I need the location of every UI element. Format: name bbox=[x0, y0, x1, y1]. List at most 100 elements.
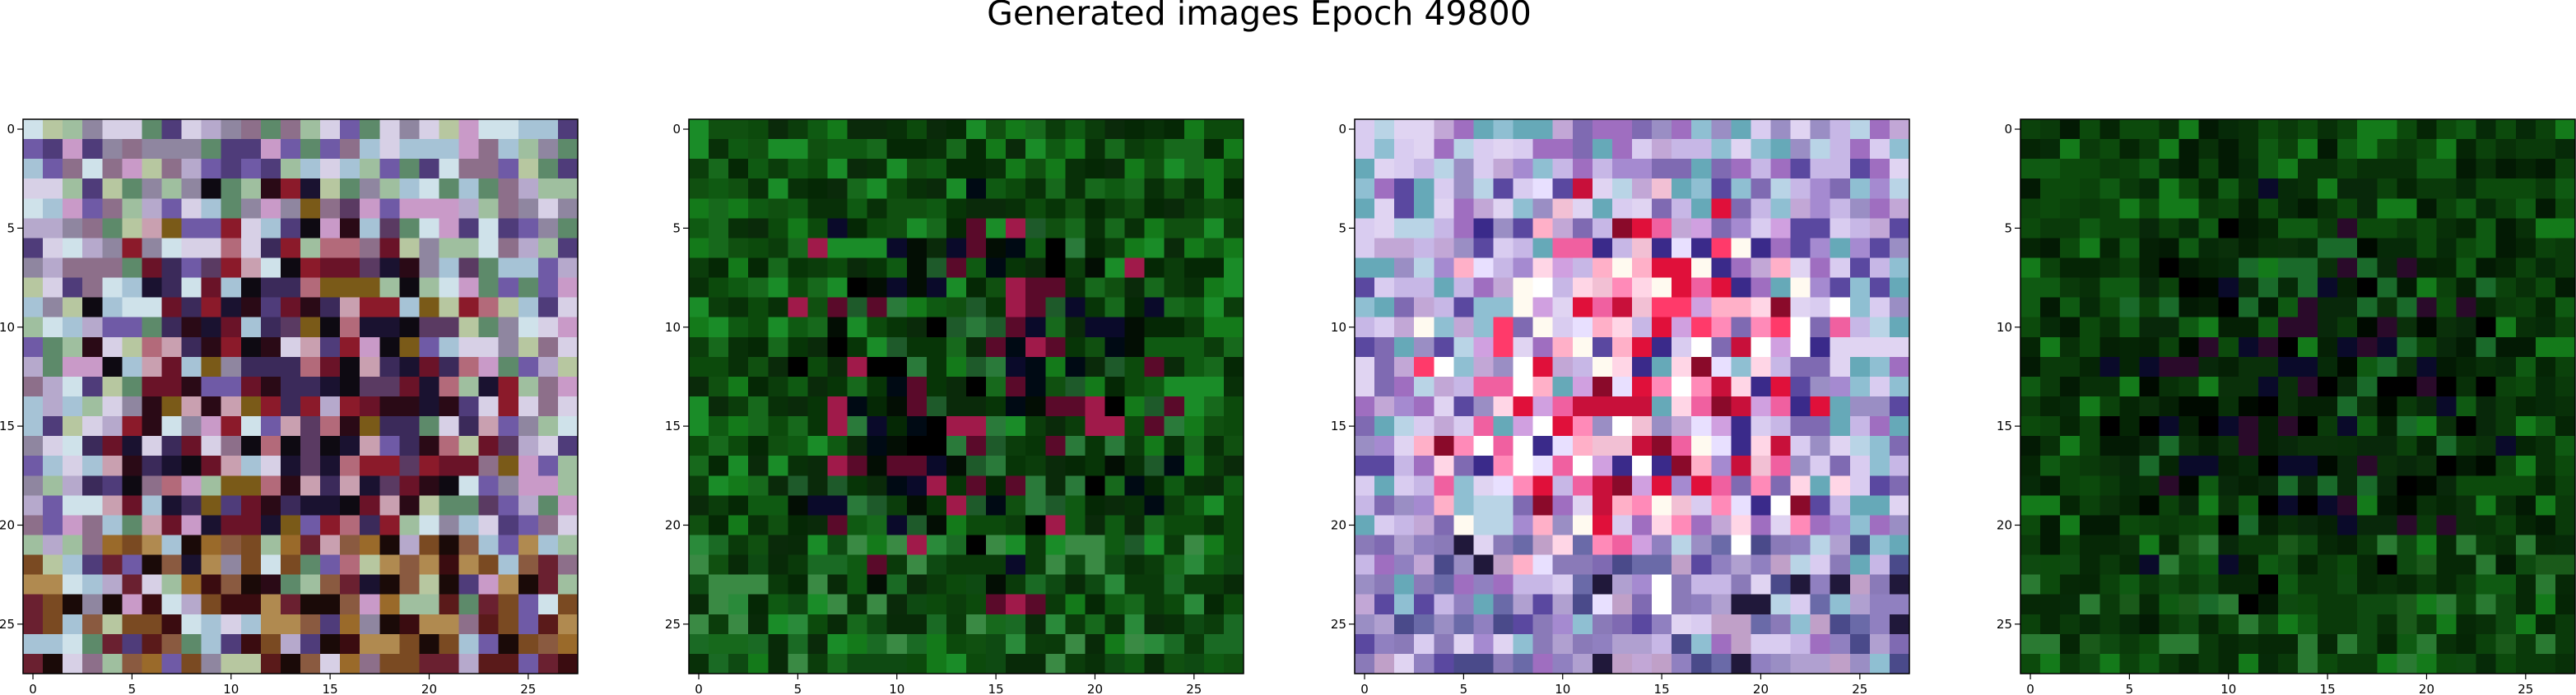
pixel bbox=[122, 614, 143, 635]
pixel bbox=[1751, 574, 1772, 595]
pixel bbox=[1434, 139, 1454, 160]
pixel bbox=[1711, 277, 1732, 299]
pixel bbox=[2159, 238, 2180, 259]
y-tick-label: 25 bbox=[1997, 617, 2012, 632]
pixel bbox=[2515, 317, 2536, 338]
pixel bbox=[240, 317, 262, 338]
pixel bbox=[1223, 475, 1244, 496]
pixel bbox=[2178, 336, 2200, 358]
pixel bbox=[43, 633, 63, 655]
pixel bbox=[557, 198, 579, 219]
pixel bbox=[102, 515, 123, 536]
pixel bbox=[2377, 356, 2397, 378]
pixel bbox=[2218, 653, 2239, 674]
pixel bbox=[689, 535, 709, 556]
pixel bbox=[2257, 614, 2279, 635]
pixel bbox=[1552, 495, 1574, 517]
pixel bbox=[2476, 356, 2497, 378]
pixel bbox=[788, 376, 809, 397]
pixel bbox=[399, 257, 421, 279]
pixel bbox=[2099, 436, 2120, 456]
pixel bbox=[260, 376, 281, 397]
pixel bbox=[1006, 535, 1026, 556]
pixel bbox=[1869, 436, 1890, 456]
pixel bbox=[399, 574, 421, 595]
pixel bbox=[867, 297, 888, 318]
pixel bbox=[926, 336, 947, 358]
pixel bbox=[2515, 495, 2536, 517]
pixel bbox=[1434, 119, 1454, 140]
pixel bbox=[1691, 139, 1712, 160]
pixel bbox=[419, 139, 440, 160]
pixel bbox=[2198, 495, 2220, 517]
pixel bbox=[360, 436, 380, 456]
pixel bbox=[478, 178, 500, 199]
pixel bbox=[986, 436, 1007, 456]
pixel bbox=[1830, 574, 1851, 595]
pixel bbox=[1065, 356, 1086, 378]
pixel bbox=[1869, 257, 1890, 279]
pixel bbox=[1513, 396, 1534, 417]
pixel bbox=[1144, 594, 1165, 615]
pixel bbox=[748, 535, 769, 556]
pixel bbox=[1790, 416, 1811, 437]
pixel bbox=[1493, 396, 1514, 417]
pixel bbox=[221, 594, 242, 615]
pixel bbox=[2218, 416, 2239, 437]
pixel bbox=[1394, 119, 1415, 140]
pixel bbox=[2139, 535, 2160, 556]
pixel bbox=[1572, 178, 1593, 199]
pixel bbox=[1473, 614, 1495, 635]
pixel bbox=[360, 535, 380, 556]
pixel bbox=[2119, 119, 2141, 140]
pixel bbox=[1025, 297, 1046, 318]
pixel bbox=[1790, 594, 1811, 615]
pixel bbox=[1513, 436, 1534, 456]
pixel bbox=[788, 574, 809, 595]
pixel bbox=[82, 178, 103, 199]
pixel bbox=[478, 495, 500, 517]
pixel bbox=[320, 159, 341, 179]
pixel bbox=[458, 218, 480, 239]
pixel bbox=[63, 456, 83, 476]
pixel bbox=[1751, 277, 1772, 299]
pixel bbox=[82, 376, 103, 397]
pixel bbox=[1810, 159, 1831, 179]
pixel bbox=[2198, 178, 2220, 199]
pixel bbox=[1025, 336, 1046, 358]
pixel bbox=[1552, 594, 1574, 615]
pixel bbox=[807, 535, 829, 556]
pixel bbox=[1790, 297, 1811, 318]
pixel bbox=[379, 436, 400, 456]
pixel bbox=[1691, 554, 1712, 576]
pixel bbox=[1183, 317, 1205, 338]
pixel bbox=[478, 535, 500, 556]
pixel bbox=[886, 475, 908, 496]
pixel bbox=[221, 277, 242, 299]
pixel bbox=[2515, 159, 2536, 179]
pixel bbox=[1493, 574, 1514, 595]
pixel bbox=[478, 436, 500, 456]
pixel bbox=[2298, 495, 2318, 517]
pixel bbox=[2060, 515, 2081, 536]
pixel bbox=[709, 119, 729, 140]
pixel bbox=[2337, 119, 2358, 140]
pixel bbox=[1790, 495, 1811, 517]
pixel bbox=[1513, 277, 1534, 299]
pixel bbox=[1085, 574, 1106, 595]
pixel bbox=[2119, 159, 2141, 179]
x-tick-label: 5 bbox=[2126, 682, 2134, 695]
pixel bbox=[1691, 396, 1712, 417]
pixel bbox=[1552, 475, 1574, 496]
pixel bbox=[2238, 653, 2259, 674]
pixel bbox=[867, 475, 888, 496]
pixel bbox=[1025, 198, 1046, 219]
pixel bbox=[1085, 515, 1106, 536]
pixel bbox=[300, 535, 321, 556]
pixel bbox=[1691, 416, 1712, 437]
pixel bbox=[1453, 633, 1475, 655]
pixel bbox=[518, 535, 539, 556]
pixel bbox=[2040, 277, 2061, 299]
pixel bbox=[1552, 336, 1574, 358]
pixel bbox=[498, 653, 519, 674]
